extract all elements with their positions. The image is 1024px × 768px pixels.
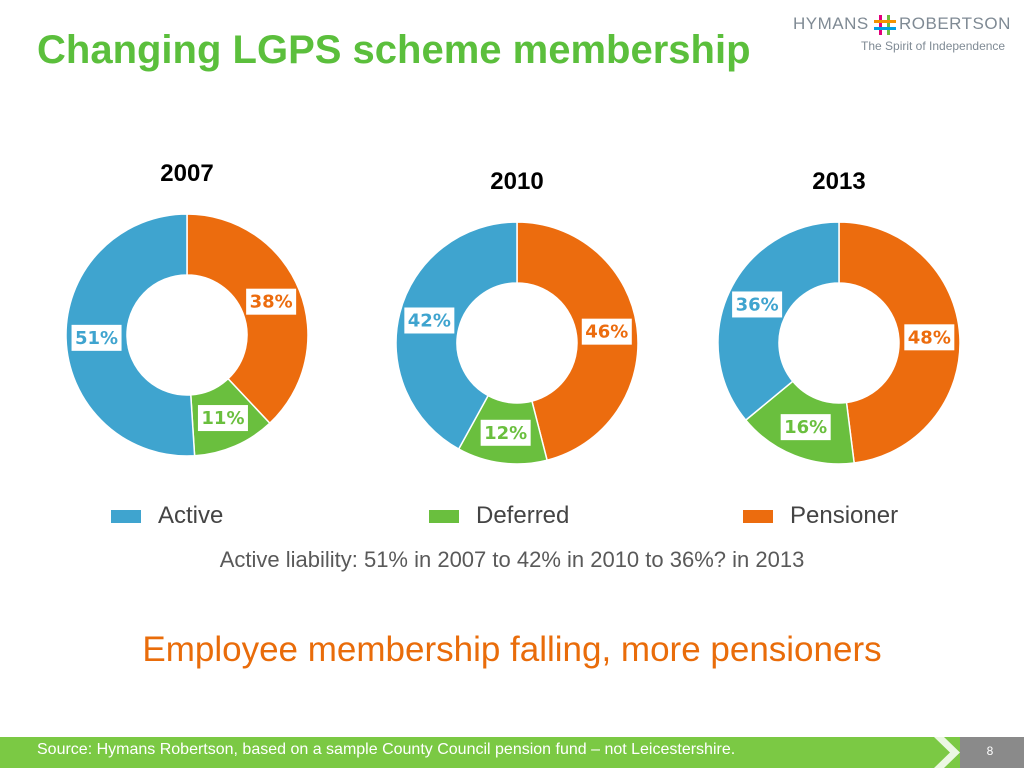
logo-word-left: HYMANS <box>793 14 869 33</box>
data-label-active: 51% <box>75 328 118 349</box>
donut-slice-pensioner <box>838 221 961 464</box>
legend-swatch-pensioner <box>743 509 773 523</box>
data-label-deferred: 12% <box>484 423 527 444</box>
donut-slice-pensioner <box>516 221 639 462</box>
footer-source-text: Source: Hymans Robertson, based on a sam… <box>37 741 736 758</box>
data-label-bg-active <box>732 291 783 318</box>
data-label-pensioner: 46% <box>585 322 628 343</box>
chart-title-2013: 2013 <box>812 168 866 195</box>
data-label-bg-deferred <box>480 419 531 446</box>
data-label-bg-pensioner <box>246 288 297 315</box>
data-label-bg-pensioner <box>581 318 632 345</box>
data-label-active: 36% <box>736 294 779 315</box>
donut-slice-active <box>65 213 196 457</box>
legend-swatch-deferred <box>429 509 459 523</box>
donut-chart-2010: 46% 12% 42% <box>395 221 639 465</box>
donut-slice-active <box>395 221 518 451</box>
data-label-deferred: 16% <box>784 417 827 438</box>
legend-label-pensioner: Pensioner <box>790 502 899 529</box>
chart-title-2010: 2010 <box>490 168 544 195</box>
page-number-box: 8 <box>960 737 1024 768</box>
donut-slice-active <box>717 221 840 422</box>
logo-mark-icon <box>874 15 896 35</box>
data-label-bg-active <box>404 307 455 334</box>
data-label-bg-pensioner <box>904 324 955 351</box>
legend-label-active: Active <box>158 502 224 529</box>
data-label-bg-deferred <box>197 405 248 432</box>
legend-swatch-active <box>111 509 141 523</box>
chart-title-2007: 2007 <box>160 160 214 187</box>
legend-item-active: Active <box>111 502 224 529</box>
data-label-active: 42% <box>408 310 451 331</box>
legend-item-deferred: Deferred <box>429 502 570 529</box>
data-label-deferred: 11% <box>201 408 244 429</box>
footer-bar: Source: Hymans Robertson, based on a sam… <box>0 737 1024 768</box>
data-label-pensioner: 38% <box>250 292 293 313</box>
slide-title: Changing LGPS scheme membership <box>37 28 751 72</box>
chevron-right-icon <box>934 737 960 768</box>
caption-text: Active liability: 51% in 2007 to 42% in … <box>219 547 805 572</box>
logo-word-right: ROBERTSON <box>899 14 1011 33</box>
headline-text: Employee membership falling, more pensio… <box>142 630 882 669</box>
data-label-bg-active <box>71 324 122 351</box>
donut-chart-2007: 38% 11% 51% <box>65 213 309 457</box>
logo-tagline: The Spirit of Independence <box>861 39 1006 53</box>
hymans-robertson-logo: HYMANS ROBERTSON The Spirit of Independe… <box>793 14 1011 59</box>
donut-slice-pensioner <box>186 213 309 425</box>
donut-chart-2013: 48% 16% 36% <box>717 221 961 465</box>
legend-label-deferred: Deferred <box>476 502 570 529</box>
page-number: 8 <box>986 744 994 758</box>
data-label-pensioner: 48% <box>908 327 951 348</box>
data-label-bg-deferred <box>780 414 831 441</box>
legend-item-pensioner: Pensioner <box>743 502 899 529</box>
